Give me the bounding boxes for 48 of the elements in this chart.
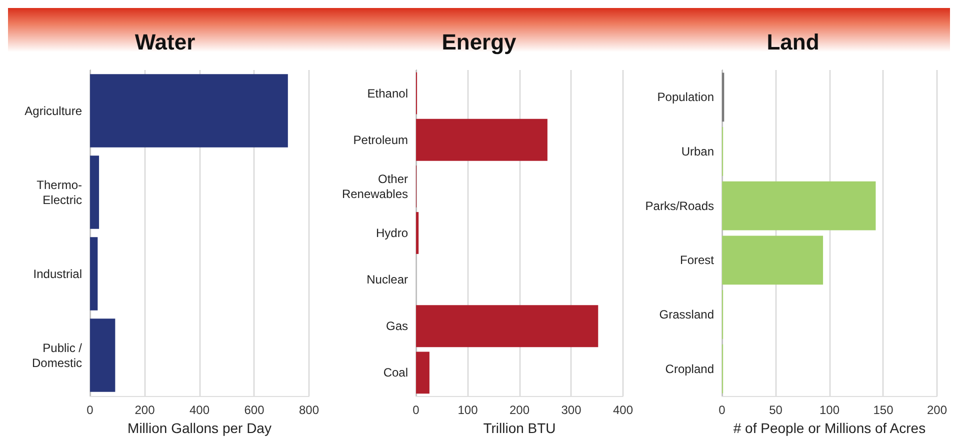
bar — [416, 352, 430, 394]
x-tick-label: 300 — [561, 403, 582, 417]
y-tick-label: Ethanol — [367, 86, 408, 100]
x-tick-label: 0 — [86, 403, 94, 417]
chart-title: Water — [134, 30, 196, 54]
y-tick-label: Agriculture — [24, 104, 82, 118]
y-tick-label: Hydro — [376, 226, 408, 240]
y-tick-label: Nuclear — [366, 272, 408, 287]
bar — [722, 181, 876, 230]
y-tick-label: Parks/Roads — [645, 198, 714, 213]
bar — [416, 212, 419, 254]
y-tick-label: Grassland — [659, 308, 714, 322]
x-tick-label: 200 — [134, 403, 156, 417]
y-tick-label: Petroleum — [353, 132, 408, 147]
chart-title: Land — [766, 30, 820, 54]
y-tick-label: Public / Domestic — [32, 340, 83, 370]
x-axis-title: Million Gallons per Day — [128, 420, 272, 436]
x-tick-label: 0 — [412, 403, 420, 417]
y-tick-label: Industrial — [33, 266, 82, 281]
x-tick-label: 200 — [509, 403, 530, 417]
y-tick-label: Forest — [680, 253, 715, 268]
bar — [722, 236, 824, 285]
x-tick-label: 0 — [718, 403, 726, 417]
x-tick-label: 50 — [769, 403, 783, 417]
y-tick-label: Population — [657, 90, 714, 104]
bar — [416, 305, 598, 348]
bar — [90, 237, 98, 310]
x-tick-label: 600 — [244, 403, 265, 417]
x-tick-label: 400 — [612, 403, 634, 417]
y-tick-label: Thermo- Electric — [36, 178, 82, 207]
bar — [90, 156, 100, 229]
y-tick-label: Other Renewables — [342, 172, 408, 201]
x-tick-label: 100 — [458, 403, 478, 417]
bar — [90, 318, 116, 392]
chart-title: Energy — [442, 30, 518, 54]
x-tick-label: 800 — [298, 403, 320, 417]
y-tick-label: Urban — [681, 144, 714, 158]
x-tick-label: 100 — [819, 403, 840, 417]
x-tick-label: 400 — [189, 403, 210, 417]
bar — [90, 74, 288, 148]
x-axis-title: Trillion BTU — [483, 420, 556, 436]
y-tick-label: Gas — [386, 319, 408, 334]
x-tick-label: 200 — [926, 403, 948, 417]
x-tick-label: 150 — [873, 403, 894, 417]
y-tick-label: Cropland — [665, 362, 714, 376]
x-axis-title: # of People or Millions of Acres — [733, 420, 926, 436]
y-tick-label: Coal — [383, 366, 408, 380]
bar — [416, 118, 548, 161]
